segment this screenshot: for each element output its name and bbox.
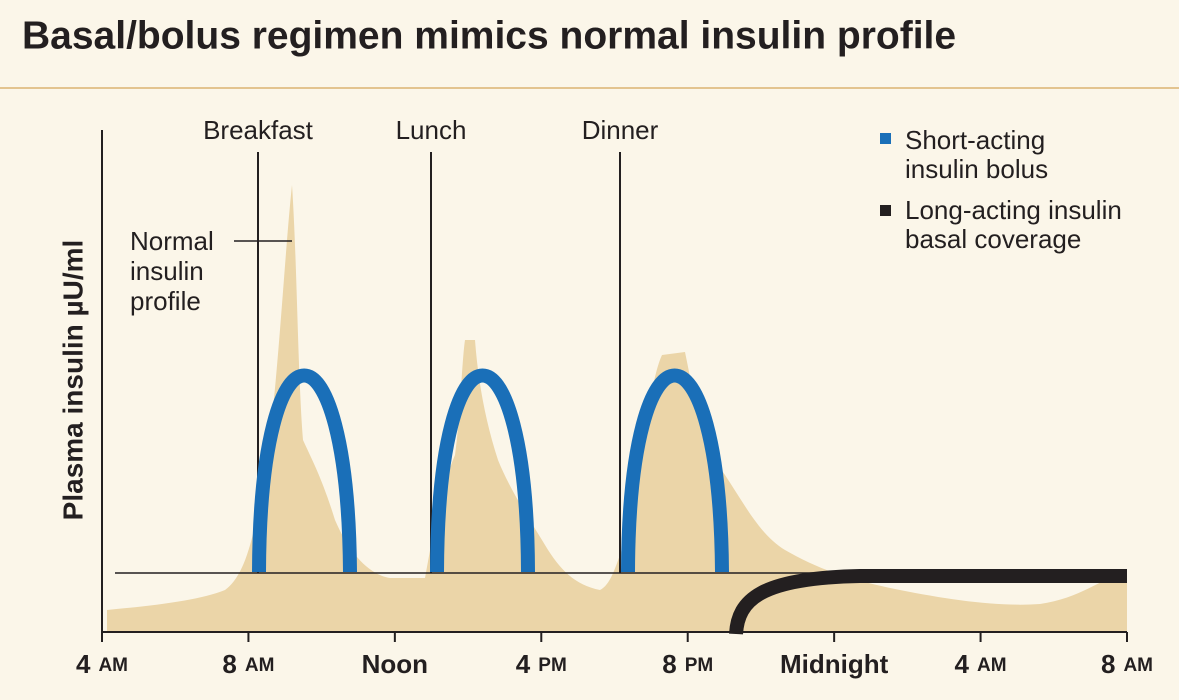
- x-tick-suffix: PM: [685, 655, 714, 676]
- x-tick-label: 8 AM: [222, 649, 274, 679]
- x-tick-label: Midnight: [780, 649, 889, 679]
- meal-label: Breakfast: [203, 115, 314, 145]
- y-axis-label: Plasma insulin µU/ml: [57, 240, 88, 521]
- legend-text: insulin bolus: [905, 154, 1048, 184]
- x-tick-main: 4: [516, 649, 531, 679]
- x-tick-main: 8: [1101, 649, 1115, 679]
- x-tick-suffix: AM: [1123, 655, 1153, 676]
- x-tick-label: Noon: [362, 649, 428, 679]
- x-tick-label: 4 PM: [516, 649, 567, 679]
- x-tick-main: 8: [662, 649, 676, 679]
- basal-curve: [729, 569, 1127, 635]
- x-tick-suffix: AM: [977, 655, 1007, 676]
- x-ticks: 4 AM 8 AM Noon 4 PM 8 PM Midnight 4 AM 8 AM: [76, 632, 1153, 679]
- x-tick-suffix: PM: [538, 655, 567, 676]
- x-tick-main: Midnight: [780, 649, 889, 679]
- legend-swatch: [880, 205, 891, 216]
- title: Basal/bolus regimen mimics normal insuli…: [22, 14, 956, 57]
- bolus-curve: [252, 368, 357, 573]
- x-tick-main: 8: [222, 649, 236, 679]
- x-tick-label: 8 AM: [1101, 649, 1153, 679]
- x-tick-main: Noon: [362, 649, 428, 679]
- annotation: profile: [130, 286, 201, 316]
- x-tick-label: 4 AM: [76, 649, 128, 679]
- x-tick-label: 8 PM: [662, 649, 713, 679]
- legend-text: Long-acting insulin: [905, 195, 1122, 225]
- legend-swatch: [880, 133, 891, 144]
- bolus-curve: [430, 368, 535, 573]
- bolus-curves: [252, 368, 729, 573]
- annotation: insulin: [130, 256, 204, 286]
- x-tick-main: 4: [955, 649, 970, 679]
- meal-label: Dinner: [582, 115, 659, 145]
- x-tick-suffix: AM: [245, 655, 275, 676]
- bolus-curve: [621, 368, 729, 573]
- annotation: Normal: [130, 226, 214, 256]
- legend-text: basal coverage: [905, 224, 1081, 254]
- x-tick-label: 4 AM: [955, 649, 1007, 679]
- x-tick-suffix: AM: [98, 655, 128, 676]
- meal-label: Lunch: [396, 115, 467, 145]
- x-tick-main: 4: [76, 649, 91, 679]
- legend-text: Short-acting: [905, 125, 1045, 155]
